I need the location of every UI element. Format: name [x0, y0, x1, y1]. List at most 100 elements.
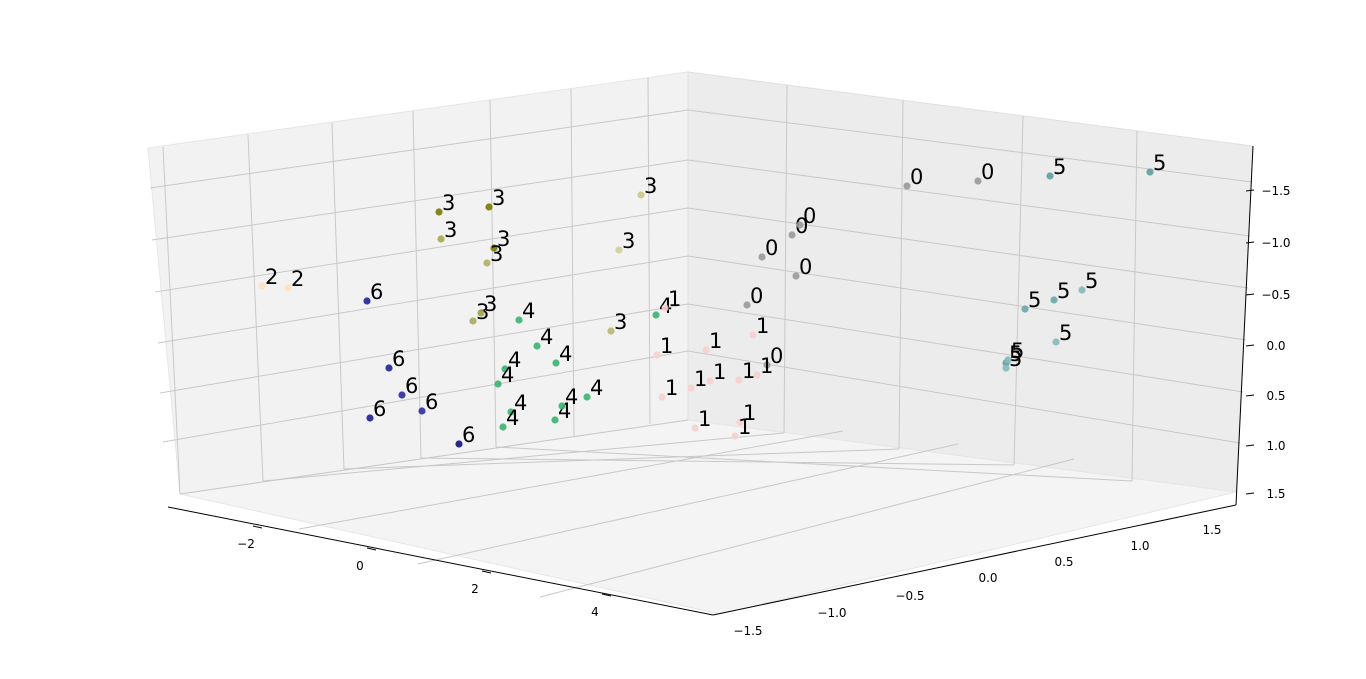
y-tick-label: −1.0: [817, 606, 846, 620]
point-label: 5: [1053, 155, 1066, 179]
point-label: 5: [1059, 321, 1072, 345]
point-label: 1: [709, 329, 722, 353]
z-tick-label: 1.0: [1266, 439, 1285, 453]
point-label: 0: [770, 344, 783, 368]
data-point: [661, 304, 669, 312]
z-tick-mark: [1245, 492, 1255, 495]
data-point: [583, 393, 591, 401]
data-point: [788, 231, 796, 239]
point-label: 6: [370, 280, 383, 304]
x-tick-mark: [366, 547, 377, 551]
grid-line: [1013, 115, 1024, 466]
data-point: [1021, 305, 1029, 313]
point-label: 6: [425, 390, 438, 414]
right-pane: [687, 71, 1254, 493]
grid-line: [687, 255, 1247, 341]
point-label: 4: [590, 376, 603, 400]
point-label: 1: [694, 367, 707, 391]
x-tick-mark: [481, 570, 492, 574]
data-point: [687, 384, 695, 392]
point-label: 1: [713, 360, 726, 384]
data-point: [1050, 296, 1058, 304]
grid-line: [687, 303, 1244, 393]
data-point: [1004, 356, 1012, 364]
data-point: [706, 377, 714, 385]
data-point: [499, 423, 507, 431]
z-tick-label: −1.0: [1261, 236, 1290, 250]
data-point: [702, 346, 710, 354]
z-tick-label: 1.5: [1266, 487, 1285, 501]
point-label: 4: [501, 363, 514, 387]
data-point: [1052, 338, 1060, 346]
z-tick-mark: [1245, 293, 1255, 296]
point-label: 0: [750, 284, 763, 308]
grid-line: [539, 458, 1075, 598]
grid-line: [412, 110, 422, 459]
grid-line: [179, 419, 689, 495]
data-point: [477, 309, 485, 317]
z-tick-mark: [1245, 444, 1255, 447]
data-point: [763, 361, 771, 369]
x-tick-mark: [252, 525, 263, 529]
grid-line: [687, 109, 1253, 183]
data-point: [533, 342, 541, 350]
data-point: [731, 432, 739, 440]
grid-line: [343, 448, 900, 470]
z-tick-mark: [1245, 344, 1255, 347]
tick-labels: −2 0 2 4 −1.5 −1.0 −0.5 0.0 0.5 1.0 1.5 −1.5 −1.0 −0.…: [237, 184, 1290, 638]
data-points: 0000000055555555533333333332266666644444…: [258, 151, 1166, 448]
data-point: [691, 424, 699, 432]
point-label: 5: [1153, 151, 1166, 175]
point-label: 3: [442, 191, 455, 215]
point-label: 5: [1009, 342, 1022, 366]
data-point: [284, 284, 292, 292]
data-point: [483, 259, 491, 267]
point-label: 3: [614, 310, 627, 334]
point-label: 6: [373, 397, 386, 421]
point-label: 4: [522, 299, 535, 323]
point-label: 1: [743, 401, 756, 425]
point-label: 3: [644, 174, 657, 198]
point-label: 1: [668, 287, 681, 311]
data-point: [507, 408, 515, 416]
point-label: 2: [291, 267, 304, 291]
z-tick-label: 0.0: [1266, 339, 1285, 353]
point-label: 0: [799, 255, 812, 279]
data-point: [363, 297, 371, 305]
y-tick-label: 0.5: [1054, 555, 1073, 569]
grid-line: [570, 88, 575, 437]
point-label: 3: [622, 229, 635, 253]
data-point: [652, 311, 660, 319]
point-label: 3: [484, 292, 497, 316]
data-point: [1002, 364, 1010, 372]
point-label: 1: [665, 376, 678, 400]
x-tick-mark: [601, 593, 612, 597]
y-tick-label: 1.5: [1202, 523, 1221, 537]
point-label: 3: [490, 242, 503, 266]
data-point: [398, 391, 406, 399]
z-tick-label: −1.5: [1261, 184, 1290, 198]
point-label: 0: [803, 204, 816, 228]
x-tick-label: 4: [591, 605, 599, 619]
point-label: 6: [405, 374, 418, 398]
point-label: 6: [392, 347, 405, 371]
point-label: 1: [756, 314, 769, 338]
z-tick-mark: [1245, 241, 1255, 244]
z-axis-line: [1235, 145, 1254, 506]
grid-line: [898, 99, 904, 450]
point-label: 2: [265, 265, 278, 289]
point-label: 0: [981, 160, 994, 184]
data-point: [753, 371, 761, 379]
data-point: [758, 253, 766, 261]
point-label: 4: [540, 325, 553, 349]
data-point: [494, 380, 502, 388]
grid-line: [420, 457, 1015, 466]
x-axis-line: [167, 506, 714, 616]
point-label: 5: [1009, 347, 1022, 371]
grid-line: [687, 207, 1249, 289]
axis-lines: [167, 145, 1255, 616]
point-label: 5: [1085, 269, 1098, 293]
point-label: 4: [565, 385, 578, 409]
point-label: 1: [660, 334, 673, 358]
grid-line: [495, 446, 1133, 482]
